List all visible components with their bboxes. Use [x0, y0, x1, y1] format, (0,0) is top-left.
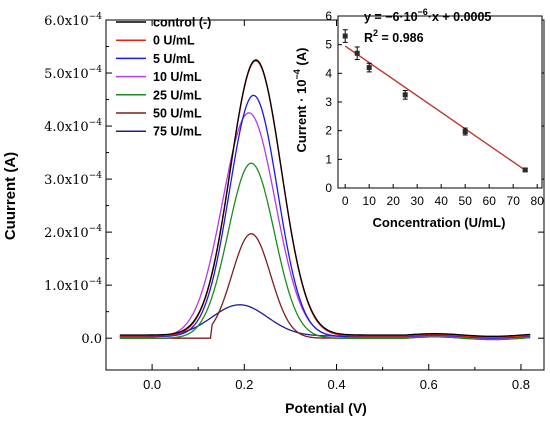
main-x-tick-label: 0.6	[420, 377, 438, 392]
fit-r-squared: R2 = 0.986	[364, 28, 424, 45]
inset-data-point	[342, 33, 348, 39]
inset-y-axis-title-main: Current · 10	[294, 79, 309, 152]
main-x-tick-label: 0.2	[235, 377, 253, 392]
legend-label: 25 U/mL	[153, 88, 202, 102]
inset-x-tick-label: 70	[507, 194, 521, 208]
main-y-tick-label: 5.0x10−4	[44, 65, 102, 82]
main-y-tick-label: 2.0x10−4	[44, 224, 102, 241]
fit-r-squared-value: = 0.986	[378, 31, 424, 45]
inset-y-tick-label: 6	[325, 9, 332, 23]
inset-data-point	[366, 65, 372, 71]
main-y-tick-mantissa: 5.0x10	[44, 67, 89, 82]
main-y-tick-labels: 0.01.0x10−42.0x10−43.0x10−44.0x10−45.0x1…	[44, 12, 102, 347]
main-y-tick-mantissa: 1.0x10	[44, 279, 89, 294]
main-series-line	[119, 162, 531, 341]
main-y-tick-label: 3.0x10−4	[44, 171, 102, 188]
main-y-tick-mantissa: 0.0	[81, 332, 102, 347]
legend-label: 0 U/mL	[153, 34, 195, 48]
main-plot-frame	[105, 19, 545, 371]
legend-label: 5 U/mL	[153, 52, 195, 66]
legend-label: 10 U/mL	[153, 70, 202, 84]
fit-r-squared-exponent: 2	[373, 28, 378, 38]
main-y-tick-exponent: −4	[89, 118, 103, 128]
inset-x-tick-label: 40	[435, 194, 449, 208]
inset-points-group	[342, 29, 528, 173]
main-y-tick-mantissa: 3.0x10	[44, 173, 89, 188]
fit-equation: y = −6·10−6·x + 0.0005	[364, 7, 491, 24]
inset-tick-marks	[338, 15, 538, 189]
inset-y-axis-title-exponent: −4	[292, 69, 302, 79]
main-y-tick-label: 1.0x10−4	[44, 277, 102, 294]
inset-fit-group	[344, 45, 526, 171]
inset-y-axis-title-unit: (A)	[294, 48, 309, 70]
main-chart: 0.01.0x10−42.0x10−43.0x10−44.0x10−45.0x1…	[2, 12, 545, 416]
main-series-line	[119, 60, 531, 339]
inset-x-tick-label: 0	[342, 194, 349, 208]
inset-x-tick-label: 20	[387, 194, 401, 208]
main-series-group	[119, 59, 531, 341]
main-y-tick-exponent: −4	[89, 171, 103, 181]
fit-equation-exponent: −6	[418, 7, 428, 17]
inset-plot-frame	[337, 15, 543, 189]
main-y-tick-exponent: −4	[89, 12, 103, 22]
fit-equation-suffix: ·x + 0.0005	[428, 10, 492, 24]
main-series-line	[119, 59, 531, 337]
main-series-line	[119, 233, 531, 341]
main-x-axis-title: Potential (V)	[285, 400, 367, 416]
fit-equation-prefix: y = −6·10	[364, 10, 418, 24]
main-y-tick-label: 6.0x10−4	[44, 12, 102, 29]
inset-y-tick-labels: 0 1 2 3 4 5 6	[325, 9, 332, 195]
inset-x-tick-label: 30	[411, 194, 425, 208]
inset-y-tick-label: 1	[325, 152, 332, 166]
main-x-tick-label: 0.8	[512, 377, 530, 392]
inset-x-axis-title: Concentration (U/mL)	[373, 215, 506, 230]
inset-data-point	[354, 50, 360, 56]
legend-label: 50 U/mL	[153, 107, 202, 121]
main-y-axis-title: Cuurrent (A)	[2, 152, 19, 240]
inset-x-tick-label: 60	[483, 194, 497, 208]
main-x-tick-labels: 0.0 0.2 0.4 0.6 0.8	[143, 377, 530, 392]
inset-y-axis-title: Current · 10−4 (A)	[292, 48, 309, 153]
inset-data-point	[522, 167, 528, 173]
main-y-tick-mantissa: 6.0x10	[44, 14, 89, 29]
inset-y-tick-label: 0	[325, 181, 332, 195]
main-y-tick-exponent: −4	[89, 277, 103, 287]
main-y-tick-label: 4.0x10−4	[44, 118, 102, 135]
inset-y-tick-label: 4	[325, 66, 332, 80]
inset-x-tick-label: 10	[363, 194, 377, 208]
legend-label: 75 U/mL	[153, 125, 202, 139]
inset-data-point	[402, 92, 408, 98]
fit-r-squared-label: R	[364, 31, 373, 45]
main-y-tick-exponent: −4	[89, 65, 103, 75]
main-y-tick-mantissa: 2.0x10	[44, 226, 89, 241]
inset-chart: 0 1 2 3 4 5 6 0 10 20 30 40 50 60 70 80 Concentration …	[292, 7, 544, 230]
inset-x-tick-label: 80	[531, 194, 545, 208]
main-x-tick-label: 0.0	[143, 377, 161, 392]
main-x-tick-label: 0.4	[327, 377, 345, 392]
inset-x-tick-label: 50	[459, 194, 473, 208]
main-legend: control (-) 0 U/mL 5 U/mL 10 U/mL 25 U/mL 50 …	[116, 16, 211, 139]
main-y-tick-exponent: −4	[89, 224, 103, 234]
main-y-tick-label: 0.0	[81, 332, 102, 347]
inset-x-tick-labels: 0 10 20 30 40 50 60 70 80	[342, 194, 544, 208]
legend-label: control (-)	[153, 16, 211, 30]
fit-line	[344, 45, 526, 171]
main-y-tick-mantissa: 4.0x10	[44, 120, 89, 135]
inset-y-tick-label: 5	[325, 38, 332, 52]
inset-y-tick-label: 3	[325, 95, 332, 109]
inset-data-point	[462, 129, 468, 135]
inset-y-tick-label: 2	[325, 124, 332, 138]
